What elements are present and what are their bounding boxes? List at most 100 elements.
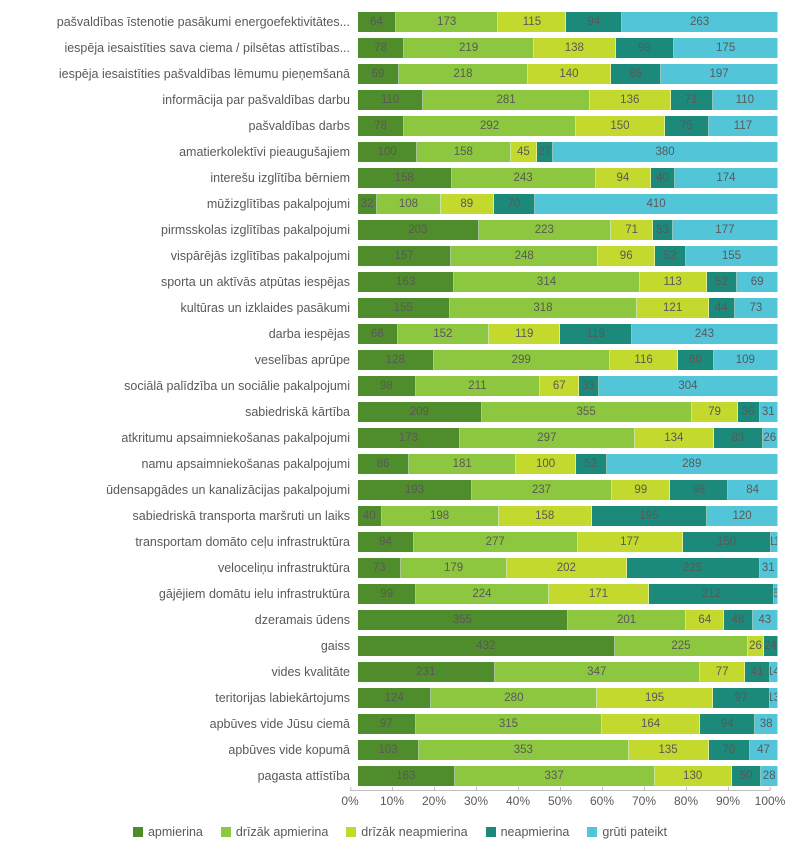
bar-segment: 171 bbox=[549, 584, 650, 604]
bar-segment: 89 bbox=[441, 194, 494, 214]
chart-rows: pašvaldības īstenotie pasākumi energoefe… bbox=[10, 10, 790, 787]
bar: 1732971348326 bbox=[358, 428, 778, 448]
chart-row: interešu izglītība bērniem1582439440174 bbox=[10, 166, 790, 189]
chart-row: gaiss4322252624 bbox=[10, 634, 790, 657]
bar: 1001584527380 bbox=[358, 142, 778, 162]
bar-segment: 27 bbox=[537, 142, 553, 162]
bar-segment: 96 bbox=[598, 246, 655, 266]
bar-segment: 432 bbox=[358, 636, 615, 656]
category-label: vides kvalitāte bbox=[10, 665, 358, 679]
category-label: sporta un aktīvās atpūtas iespējas bbox=[10, 275, 358, 289]
bar-segment: 201 bbox=[568, 610, 687, 630]
bar-segment: 158 bbox=[499, 506, 592, 526]
bar-segment: 28 bbox=[761, 766, 778, 786]
bar-segment: 33 bbox=[579, 376, 598, 396]
chart-row: informācija par pašvaldības darbu1102811… bbox=[10, 88, 790, 111]
bar-segment: 66 bbox=[358, 324, 398, 344]
bar-segment: 289 bbox=[607, 454, 778, 474]
bar-segment: 69 bbox=[737, 272, 778, 292]
bar-segment: 77 bbox=[700, 662, 746, 682]
chart-row: sabiedriskā transporta maršruti un laiks… bbox=[10, 504, 790, 527]
chart-row: pašvaldības īstenotie pasākumi energoefe… bbox=[10, 10, 790, 33]
chart-row: namu apsaimniekošanas pakalpojumi8618110… bbox=[10, 452, 790, 475]
chart-row: apbūves vide kopumā1033531357047 bbox=[10, 738, 790, 761]
bar: 6921814085197 bbox=[358, 64, 778, 84]
bar-segment: 225 bbox=[615, 636, 749, 656]
chart-row: iespēja iesaistīties pašvaldības lēmumu … bbox=[10, 62, 790, 85]
bar-segment: 219 bbox=[404, 38, 534, 58]
bar-segment: 94 bbox=[566, 12, 622, 32]
bar-segment: 355 bbox=[358, 610, 568, 630]
legend-label: drīzāk neapmierina bbox=[361, 825, 467, 839]
legend-label: apmierina bbox=[148, 825, 203, 839]
axis-tick: 30% bbox=[464, 791, 488, 808]
bar-segment: 38 bbox=[755, 714, 778, 734]
category-label: pagasta attīstība bbox=[10, 769, 358, 783]
bar-segment: 115 bbox=[498, 12, 566, 32]
bar: 1242801959713 bbox=[358, 688, 778, 708]
bar-segment: 164 bbox=[602, 714, 699, 734]
axis-tick: 90% bbox=[716, 791, 740, 808]
stacked-bar-chart: pašvaldības īstenotie pasākumi energoefe… bbox=[10, 10, 790, 839]
bar-segment: 124 bbox=[358, 688, 431, 708]
bar-segment: 32 bbox=[358, 194, 377, 214]
category-label: pašvaldības īstenotie pasākumi energoefe… bbox=[10, 15, 358, 29]
chart-row: gājējiem domātu ielu infrastruktūra99224… bbox=[10, 582, 790, 605]
legend-swatch bbox=[486, 827, 496, 837]
bar-segment: 163 bbox=[358, 766, 455, 786]
bar-segment: 128 bbox=[358, 350, 434, 370]
chart-row: sporta un aktīvās atpūtas iespējas163314… bbox=[10, 270, 790, 293]
bar: 2032237133177 bbox=[358, 220, 778, 240]
chart-row: sabiedriskā kārtība209355793631 bbox=[10, 400, 790, 423]
bar-segment: 97 bbox=[358, 714, 416, 734]
bar-segment: 218 bbox=[399, 64, 528, 84]
bar-segment: 136 bbox=[590, 90, 671, 110]
bar-segment: 85 bbox=[611, 64, 661, 84]
bar: 1633141135269 bbox=[358, 272, 778, 292]
x-axis: 0%10%20%30%40%50%60%70%80%90%100% bbox=[350, 790, 770, 813]
bar-segment: 70 bbox=[709, 740, 751, 760]
bar: 992241712126 bbox=[358, 584, 778, 604]
bar-segment: 26 bbox=[748, 636, 763, 656]
bar-segment: 355 bbox=[482, 402, 692, 422]
chart-row: pirmsskolas izglītības pakalpojumi203223… bbox=[10, 218, 790, 241]
bar-segment: 64 bbox=[686, 610, 724, 630]
bar: 321088970410 bbox=[358, 194, 778, 214]
legend-swatch bbox=[587, 827, 597, 837]
category-label: sabiedriskā transporta maršruti un laiks bbox=[10, 509, 358, 523]
category-label: dzeramais ūdens bbox=[10, 613, 358, 627]
bar-segment: 231 bbox=[358, 662, 495, 682]
bar: 4322252624 bbox=[358, 636, 778, 656]
bar-segment: 94 bbox=[596, 168, 652, 188]
bar-segment: 152 bbox=[398, 324, 489, 344]
category-label: veselības aprūpe bbox=[10, 353, 358, 367]
legend-item: grūti pateikt bbox=[587, 825, 667, 839]
bar-segment: 130 bbox=[655, 766, 732, 786]
bar-segment: 225 bbox=[627, 558, 760, 578]
bar-segment: 314 bbox=[454, 272, 639, 292]
legend-swatch bbox=[221, 827, 231, 837]
bar: 1582439440174 bbox=[358, 168, 778, 188]
chart-row: vispārējās izglītības pakalpojumi1572489… bbox=[10, 244, 790, 267]
category-label: iespēja iesaistīties sava ciema / pilsēt… bbox=[10, 41, 358, 55]
chart-row: teritorijas labiekārtojums1242801959713 bbox=[10, 686, 790, 709]
bar-segment: 97 bbox=[713, 688, 770, 708]
category-label: namu apsaimniekošanas pakalpojumi bbox=[10, 457, 358, 471]
bar-segment: 157 bbox=[358, 246, 451, 266]
bar-segment: 177 bbox=[578, 532, 683, 552]
category-label: pirmsskolas izglītības pakalpojumi bbox=[10, 223, 358, 237]
bar-segment: 380 bbox=[553, 142, 778, 162]
bar-segment: 299 bbox=[434, 350, 610, 370]
bar-segment: 203 bbox=[358, 220, 479, 240]
category-label: atkritumu apsaimniekošanas pakalpojumi bbox=[10, 431, 358, 445]
axis-tick: 20% bbox=[422, 791, 446, 808]
bar-segment: 297 bbox=[460, 428, 635, 448]
bar-segment: 212 bbox=[649, 584, 774, 604]
bar-segment: 173 bbox=[396, 12, 498, 32]
bar: 11028113671110 bbox=[358, 90, 778, 110]
bar-segment: 263 bbox=[622, 12, 778, 32]
bar-segment: 11 bbox=[771, 532, 778, 552]
chart-row: kultūras un izklaides pasākumi1553181214… bbox=[10, 296, 790, 319]
bar-segment: 158 bbox=[358, 168, 452, 188]
bar-segment: 71 bbox=[611, 220, 653, 240]
